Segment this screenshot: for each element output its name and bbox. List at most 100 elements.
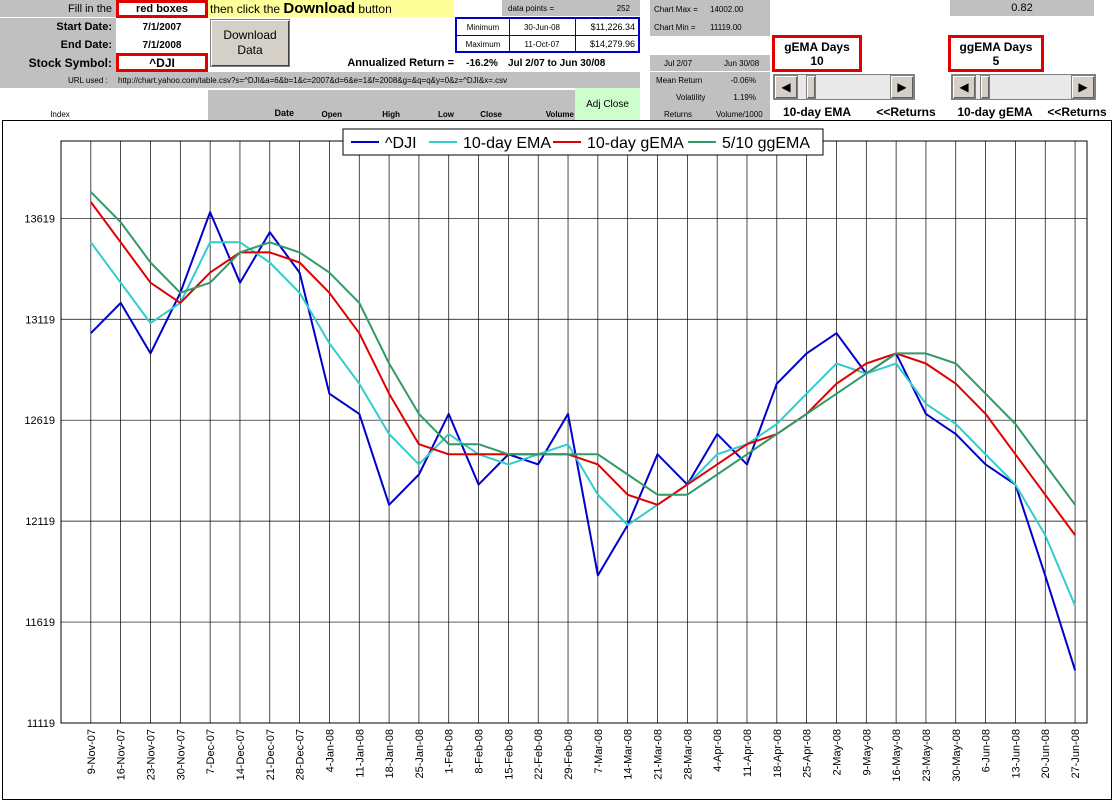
y-tick-label: 11619 (25, 617, 55, 629)
gema-slider-right-icon[interactable]: ▶ (890, 75, 914, 99)
x-tick-label: 11-Apr-08 (742, 729, 754, 777)
x-tick-label: 28-Mar-08 (682, 729, 694, 780)
x-tick-label: 14-Mar-08 (623, 729, 635, 780)
ggema-slider[interactable]: ◀ ▶ (951, 74, 1096, 100)
ggema-slider-left-icon[interactable]: ◀ (952, 75, 976, 99)
legend-label: 10-day gEMA (587, 135, 684, 152)
volatility-value: 1.19% (733, 92, 756, 102)
table-header-band (208, 90, 575, 120)
x-tick-label: 28-Dec-07 (295, 729, 307, 780)
x-tick-label: 23-Nov-07 (145, 729, 157, 780)
gema-slider-thumb[interactable] (806, 75, 816, 99)
x-tick-label: 25-Jan-08 (414, 729, 426, 779)
ggema-days-box[interactable]: ggEMA Days 5 (948, 35, 1044, 72)
gema-days-value[interactable]: 10 (810, 53, 824, 68)
col-high: High (382, 109, 400, 119)
end-date-value[interactable]: 7/1/2008 (142, 39, 182, 51)
tab-10-day-ema[interactable]: 10-day EMA (782, 105, 852, 119)
x-tick-label: 30-Nov-07 (175, 729, 187, 780)
download-word: Download (283, 0, 356, 17)
x-tick-label: 1-Feb-08 (444, 729, 456, 774)
x-tick-label: 22-Feb-08 (533, 729, 545, 780)
plot-area (60, 140, 1088, 724)
chart-min-value: 11119.00 (710, 22, 742, 32)
red-boxes-label: red boxes (116, 0, 208, 18)
data-points-row: data points = 252 (502, 0, 640, 16)
data-points-label: data points = (508, 3, 555, 13)
y-tick-label: 11119 (27, 718, 55, 730)
x-tick-label: 2-May-08 (831, 729, 843, 775)
chart-max-label: Chart Max = (654, 4, 698, 14)
col-adj-close: Adj Close (575, 88, 640, 120)
period-end: Jun 30/08 (724, 58, 760, 68)
annualized-period: Jul 2/07 to Jun 30/08 (508, 57, 606, 69)
chart-area: 11119 11619 12119 12619 13119 13619 9-Nov-07 1… (2, 120, 1112, 800)
x-tick-label: 21-Mar-08 (653, 729, 665, 780)
stats-panel (650, 55, 770, 120)
minmax-divider-v1 (509, 19, 510, 51)
x-tick-label: 9-Nov-07 (86, 729, 98, 774)
chart-legend (342, 128, 824, 156)
url-value: http://chart.yahoo.com/table.csv?s=^DJI&… (118, 75, 508, 85)
min-date: 30-Jun-08 (523, 22, 561, 32)
gema-slider[interactable]: ◀ ▶ (773, 74, 915, 100)
x-tick-label: 13-Jun-08 (1010, 729, 1022, 779)
chart-max-value: 14002.00 (710, 4, 744, 14)
tab-10-day-gema[interactable]: 10-day gEMA (957, 105, 1033, 119)
x-tick-label: 9-May-08 (861, 729, 873, 775)
min-value: $11,226.34 (590, 22, 635, 32)
url-row: URL used : http://chart.yahoo.com/table.… (0, 72, 640, 88)
ggema-slider-thumb[interactable] (980, 75, 990, 99)
x-tick-label: 7-Mar-08 (593, 729, 605, 774)
ggema-slider-right-icon[interactable]: ▶ (1071, 75, 1095, 99)
x-tick-label: 14-Dec-07 (235, 729, 247, 780)
ggema-returns-link[interactable]: <<Returns (1047, 105, 1107, 119)
start-date-value[interactable]: 7/1/2007 (142, 21, 182, 33)
annualized-label: Annualized Return = (347, 57, 454, 69)
minmax-divider-v2 (575, 19, 576, 51)
max-value: $14,279.96 (589, 39, 635, 49)
annualized-value: -16.2% (466, 57, 498, 69)
x-tick-label: 25-Apr-08 (802, 729, 814, 778)
y-tick-label: 12119 (25, 516, 55, 528)
max-label: Maximum (465, 39, 501, 49)
col-date: Date (274, 108, 294, 118)
mean-return-value: -0.06% (730, 75, 756, 85)
gema-slider-left-icon[interactable]: ◀ (774, 75, 798, 99)
col-close: Close (480, 109, 502, 119)
x-tick-label: 18-Jan-08 (384, 729, 396, 779)
x-tick-label: 6-Jun-08 (981, 729, 993, 772)
correlation-value: 0.82 (950, 0, 1094, 16)
url-label: URL used : (68, 75, 108, 85)
max-date: 11-Oct-07 (524, 39, 560, 49)
x-tick-label: 29-Feb-08 (563, 729, 575, 780)
series-line-2 (89, 201, 1076, 536)
fill-in-label: Fill in the (0, 0, 116, 17)
button-word: button (358, 1, 392, 16)
minmax-divider-h (457, 35, 638, 36)
y-tick-label: 13619 (24, 213, 55, 225)
x-tick-label: 20-Jun-08 (1040, 729, 1052, 779)
period-start: Jul 2/07 (664, 58, 693, 68)
stock-symbol-label: Stock Symbol: (0, 54, 116, 72)
returns-label: Returns (664, 109, 693, 119)
price-chart: 11119 11619 12119 12619 13119 13619 9-Nov-07 1… (24, 128, 1088, 782)
x-tick-label: 16-May-08 (891, 729, 903, 782)
series-line-3 (90, 191, 1076, 506)
x-tick-label: 27-Jun-08 (1070, 729, 1082, 779)
download-data-button[interactable]: Download Data (210, 19, 290, 67)
x-tick-label: 4-Apr-08 (712, 729, 724, 772)
ggema-days-value[interactable]: 5 (992, 53, 1000, 68)
gema-days-box[interactable]: gEMA Days 10 (772, 35, 862, 72)
instruction-text: then click the Download button (208, 0, 454, 17)
data-points-value: 252 (616, 3, 630, 13)
gema-days-label: gEMA Days (784, 39, 850, 54)
x-tick-label: 16-Nov-07 (116, 729, 128, 780)
stock-symbol-input[interactable]: ^DJI (116, 53, 208, 72)
gema-returns-link[interactable]: <<Returns (876, 105, 936, 119)
min-label: Minimum (466, 22, 500, 32)
y-tick-label: 13119 (25, 314, 55, 326)
chart-maxmin-panel (650, 0, 770, 36)
volume-label: Volume/1000 (716, 109, 763, 119)
x-tick-label: 4-Jan-08 (324, 729, 336, 772)
